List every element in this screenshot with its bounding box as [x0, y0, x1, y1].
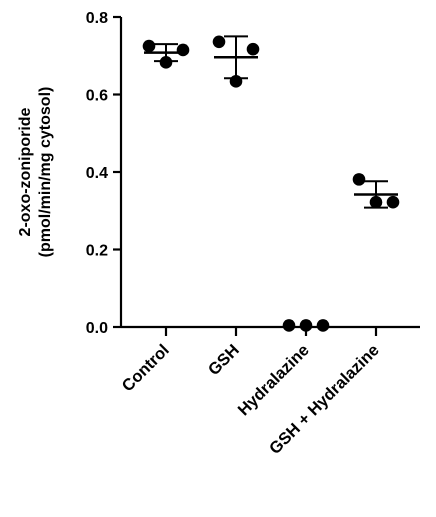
y-axis-title-line-2: (pmol/min/mg cytosol): [37, 87, 54, 258]
y-tick-label: 0.4: [86, 165, 108, 182]
data-point: [212, 35, 226, 49]
group-2: [282, 319, 330, 332]
group-3: [352, 173, 400, 209]
data-point: [386, 195, 400, 209]
data-point: [316, 319, 330, 332]
y-axis-title-line-1: 2-oxo-zoniporide: [17, 107, 34, 236]
data-point: [159, 56, 173, 69]
y-tick-label: 0.8: [86, 10, 108, 27]
data-point: [176, 43, 190, 57]
y-ticks: 0.0 0.2 0.4 0.6 0.8: [86, 10, 121, 337]
data-groups: [142, 35, 400, 332]
x-tick-label: Hydralazine: [235, 341, 313, 419]
y-tick-label: 0.6: [86, 88, 108, 105]
y-tick-label: 0.0: [86, 320, 108, 337]
group-1: [212, 35, 260, 88]
y-axis-title: 2-oxo-zoniporide (pmol/min/mg cytosol): [17, 87, 54, 258]
x-tick-label: Control: [119, 341, 173, 395]
data-point: [352, 173, 366, 186]
group-0: [142, 39, 190, 69]
x-tick-label: GSH: [205, 341, 243, 379]
data-point: [299, 319, 313, 332]
y-tick-label: 0.2: [86, 243, 108, 260]
data-point: [142, 39, 156, 53]
data-point: [282, 319, 296, 332]
data-point: [246, 42, 260, 56]
